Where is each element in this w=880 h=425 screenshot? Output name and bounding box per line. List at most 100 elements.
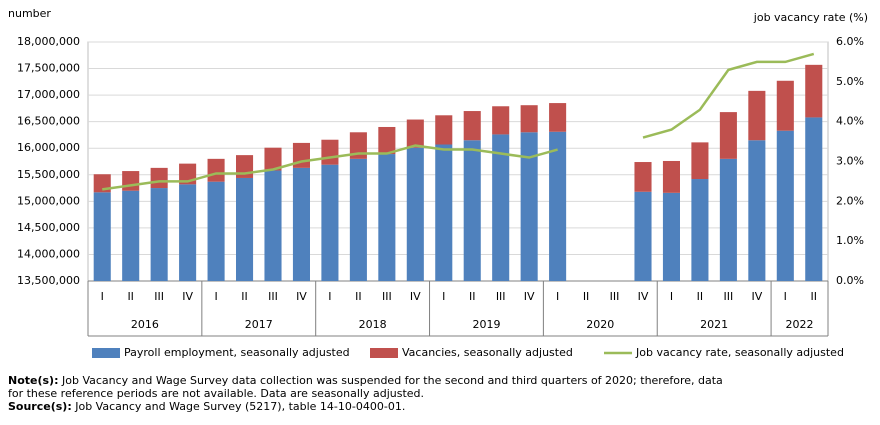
x-tick-label: II	[241, 290, 248, 303]
bar	[93, 192, 111, 281]
x-tick-label: IV	[410, 290, 421, 303]
x-tick-label: II	[127, 290, 134, 303]
bar	[805, 117, 823, 281]
x-group-label: 2017	[245, 318, 273, 331]
bar	[805, 64, 823, 118]
bar	[520, 105, 538, 133]
bar	[122, 171, 140, 191]
bar	[207, 158, 225, 182]
bar	[321, 139, 339, 165]
x-tick-label: III	[154, 290, 164, 303]
x-tick-label: I	[328, 290, 331, 303]
bar	[691, 179, 709, 281]
bar	[435, 115, 453, 145]
x-tick-label: I	[556, 290, 559, 303]
bar	[349, 158, 367, 281]
bar	[378, 126, 396, 155]
source-line: Source(s): Job Vacancy and Wage Survey (…	[8, 400, 723, 413]
note-line: Note(s): Job Vacancy and Wage Survey dat…	[8, 374, 723, 387]
x-tick-label: III	[268, 290, 278, 303]
bar	[719, 158, 737, 281]
bar	[264, 170, 282, 281]
x-group-label: 2022	[786, 318, 814, 331]
x-tick-label: I	[101, 290, 104, 303]
x-tick-label: I	[784, 290, 787, 303]
x-group-label: 2016	[131, 318, 159, 331]
y2-tick-label: 1.0%	[836, 234, 864, 247]
y2-tick-label: 4.0%	[836, 115, 864, 128]
legend-swatch	[370, 348, 398, 358]
note-text: Job Vacancy and Wage Survey data collect…	[61, 374, 723, 387]
bar	[264, 147, 282, 171]
bar	[236, 177, 254, 281]
y-tick-label: 16,000,000	[17, 141, 80, 154]
bar	[378, 154, 396, 281]
x-group-label: 2018	[359, 318, 387, 331]
legend-swatch	[92, 348, 120, 358]
legend-label: Payroll employment, seasonally adjusted	[124, 346, 350, 359]
bar	[207, 181, 225, 281]
source-label: Source(s):	[8, 400, 72, 413]
bar	[520, 132, 538, 281]
bar	[776, 80, 794, 131]
source-text: Job Vacancy and Wage Survey (5217), tabl…	[75, 400, 406, 413]
y-tick-label: 15,500,000	[17, 168, 80, 181]
x-tick-label: II	[355, 290, 362, 303]
bar	[719, 112, 737, 159]
y-tick-label: 15,000,000	[17, 194, 80, 207]
bar	[349, 132, 367, 159]
x-tick-label: III	[496, 290, 506, 303]
bar	[321, 164, 339, 281]
bar	[662, 192, 680, 281]
x-tick-label: IV	[296, 290, 307, 303]
x-tick-label: III	[382, 290, 392, 303]
bar	[549, 131, 567, 281]
bar	[463, 111, 481, 141]
bar	[122, 190, 140, 281]
x-tick-label: II	[583, 290, 590, 303]
y-tick-label: 17,500,000	[17, 62, 80, 75]
x-tick-label: I	[442, 290, 445, 303]
x-group-label: 2021	[700, 318, 728, 331]
y2-axis-label: job vacancy rate (%)	[753, 11, 868, 24]
x-group-label: 2019	[472, 318, 500, 331]
bar	[662, 160, 680, 193]
y2-tick-label: 2.0%	[836, 194, 864, 207]
bar	[150, 167, 168, 189]
bar	[748, 90, 766, 141]
y-tick-label: 14,500,000	[17, 221, 80, 234]
x-tick-label: IV	[524, 290, 535, 303]
x-tick-label: II	[697, 290, 704, 303]
bar	[748, 140, 766, 281]
y-tick-label: 18,000,000	[17, 35, 80, 48]
y-tick-label: 14,000,000	[17, 247, 80, 260]
y-axis-label: number	[8, 7, 51, 20]
bar	[406, 147, 424, 281]
notes: Note(s): Job Vacancy and Wage Survey dat…	[8, 374, 723, 413]
bar	[492, 106, 510, 135]
bar	[634, 162, 652, 192]
y-tick-label: 16,500,000	[17, 115, 80, 128]
x-tick-label: IV	[638, 290, 649, 303]
note-line: for these reference periods are not avai…	[8, 387, 425, 400]
chart: number job vacancy rate (%) 13,500,000 14…	[8, 7, 868, 359]
bar	[179, 184, 197, 281]
note-label: Note(s):	[8, 374, 59, 387]
x-tick-label: III	[610, 290, 620, 303]
bar	[435, 144, 453, 281]
y2-tick-label: 3.0%	[836, 155, 864, 168]
x-tick-label: I	[670, 290, 673, 303]
bar	[634, 191, 652, 281]
bar	[492, 134, 510, 281]
y2-tick-label: 6.0%	[836, 35, 864, 48]
x-tick-label: III	[724, 290, 734, 303]
y2-tick-label: 5.0%	[836, 75, 864, 88]
legend-label: Job vacancy rate, seasonally adjusted	[635, 346, 844, 359]
bar	[150, 188, 168, 281]
bar	[463, 140, 481, 281]
y2-tick-label: 0.0%	[836, 274, 864, 287]
legend-label: Vacancies, seasonally adjusted	[402, 346, 573, 359]
x-tick-label: II	[811, 290, 818, 303]
bar	[406, 119, 424, 148]
